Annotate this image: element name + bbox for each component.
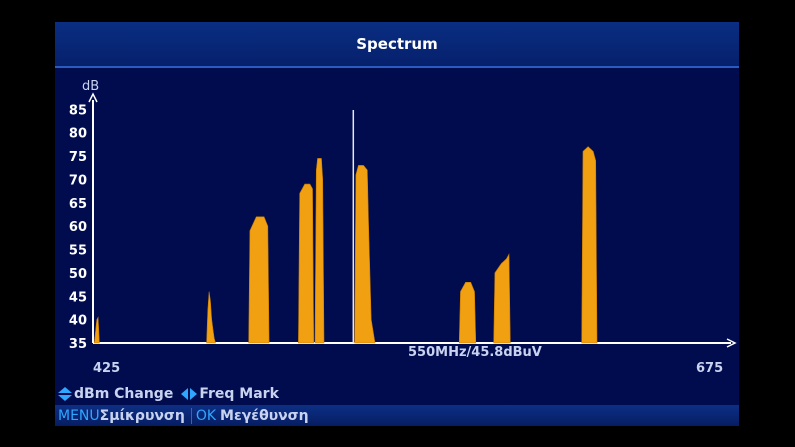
zoom-in-label[interactable]: Μεγέθυνση (220, 407, 309, 424)
spectrum-peak (581, 146, 598, 344)
left-right-arrows-icon (181, 388, 198, 400)
y-tick-label: 75 (69, 150, 87, 165)
marker-readout: 550MHz/45.8dBuV (408, 345, 542, 360)
spectrum-peak (206, 291, 216, 344)
spectrum-peak (93, 316, 100, 344)
y-tick-label: 45 (69, 290, 87, 305)
y-tick-label: 70 (69, 173, 87, 188)
window-title: Spectrum (55, 22, 739, 68)
spectrum-peak (493, 253, 511, 344)
y-tick-label: 55 (69, 244, 87, 259)
x-end-label: 675 (696, 361, 723, 376)
bottom-key-bar: MENU Σμίκρυνση OK Μεγέθυνση (55, 405, 739, 426)
y-tick-label: 60 (69, 220, 87, 235)
up-down-arrows-icon (58, 387, 72, 401)
x-start-label: 425 (93, 361, 120, 376)
y-tick-label: 35 (69, 337, 87, 352)
dbm-change-hint: dBm Change (74, 386, 174, 402)
spectrum-peak (458, 282, 477, 344)
menu-key[interactable]: MENU (58, 407, 100, 424)
spectrum-peak (314, 158, 325, 344)
spectrum-peak (248, 216, 270, 344)
y-tick-label: 65 (69, 197, 87, 212)
hint-row: dBm Change Freq Mark (55, 384, 739, 404)
y-axis-arrow (88, 92, 98, 103)
y-tick-label: 85 (69, 103, 87, 118)
y-axis-label: dB (82, 79, 99, 94)
spectrum-peak (298, 183, 315, 344)
x-axis-arrow (726, 338, 737, 348)
spectrum-peak (354, 165, 376, 344)
ok-key[interactable]: OK (190, 407, 216, 424)
spectrum-chart[interactable]: dB 85 80 75 70 65 60 55 50 45 40 35 550MHz/45.8dBu… (55, 22, 739, 382)
spectrum-panel: Spectrum dB 85 80 75 70 65 60 55 50 45 40 35 550MH… (55, 22, 739, 426)
zoom-out-label[interactable]: Σμίκρυνση (99, 407, 185, 424)
y-tick-label: 50 (69, 267, 87, 282)
y-tick-label: 40 (69, 314, 87, 329)
y-tick-label: 80 (69, 127, 87, 142)
freq-mark-hint: Freq Mark (199, 386, 279, 402)
